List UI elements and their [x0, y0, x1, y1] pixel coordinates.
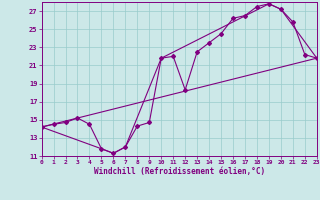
X-axis label: Windchill (Refroidissement éolien,°C): Windchill (Refroidissement éolien,°C) — [94, 167, 265, 176]
